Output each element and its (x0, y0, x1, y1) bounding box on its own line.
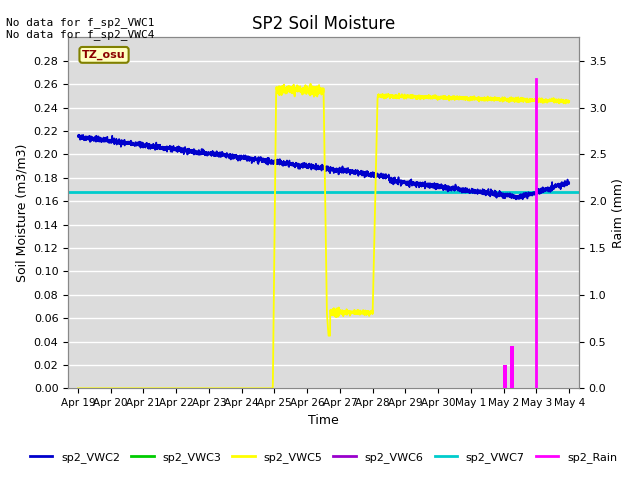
Y-axis label: Raim (mm): Raim (mm) (612, 178, 625, 248)
Text: No data for f_sp2_VWC4: No data for f_sp2_VWC4 (6, 29, 155, 40)
Legend: sp2_VWC2, sp2_VWC3, sp2_VWC5, sp2_VWC6, sp2_VWC7, sp2_Rain: sp2_VWC2, sp2_VWC3, sp2_VWC5, sp2_VWC6, … (26, 447, 621, 467)
Bar (510, 346, 514, 388)
Y-axis label: Soil Moisture (m3/m3): Soil Moisture (m3/m3) (15, 144, 28, 282)
X-axis label: Time: Time (308, 414, 339, 427)
Title: SP2 Soil Moisture: SP2 Soil Moisture (252, 15, 395, 33)
Text: No data for f_sp2_VWC1: No data for f_sp2_VWC1 (6, 17, 155, 28)
Text: TZ_osu: TZ_osu (82, 50, 126, 60)
Bar (503, 365, 508, 388)
